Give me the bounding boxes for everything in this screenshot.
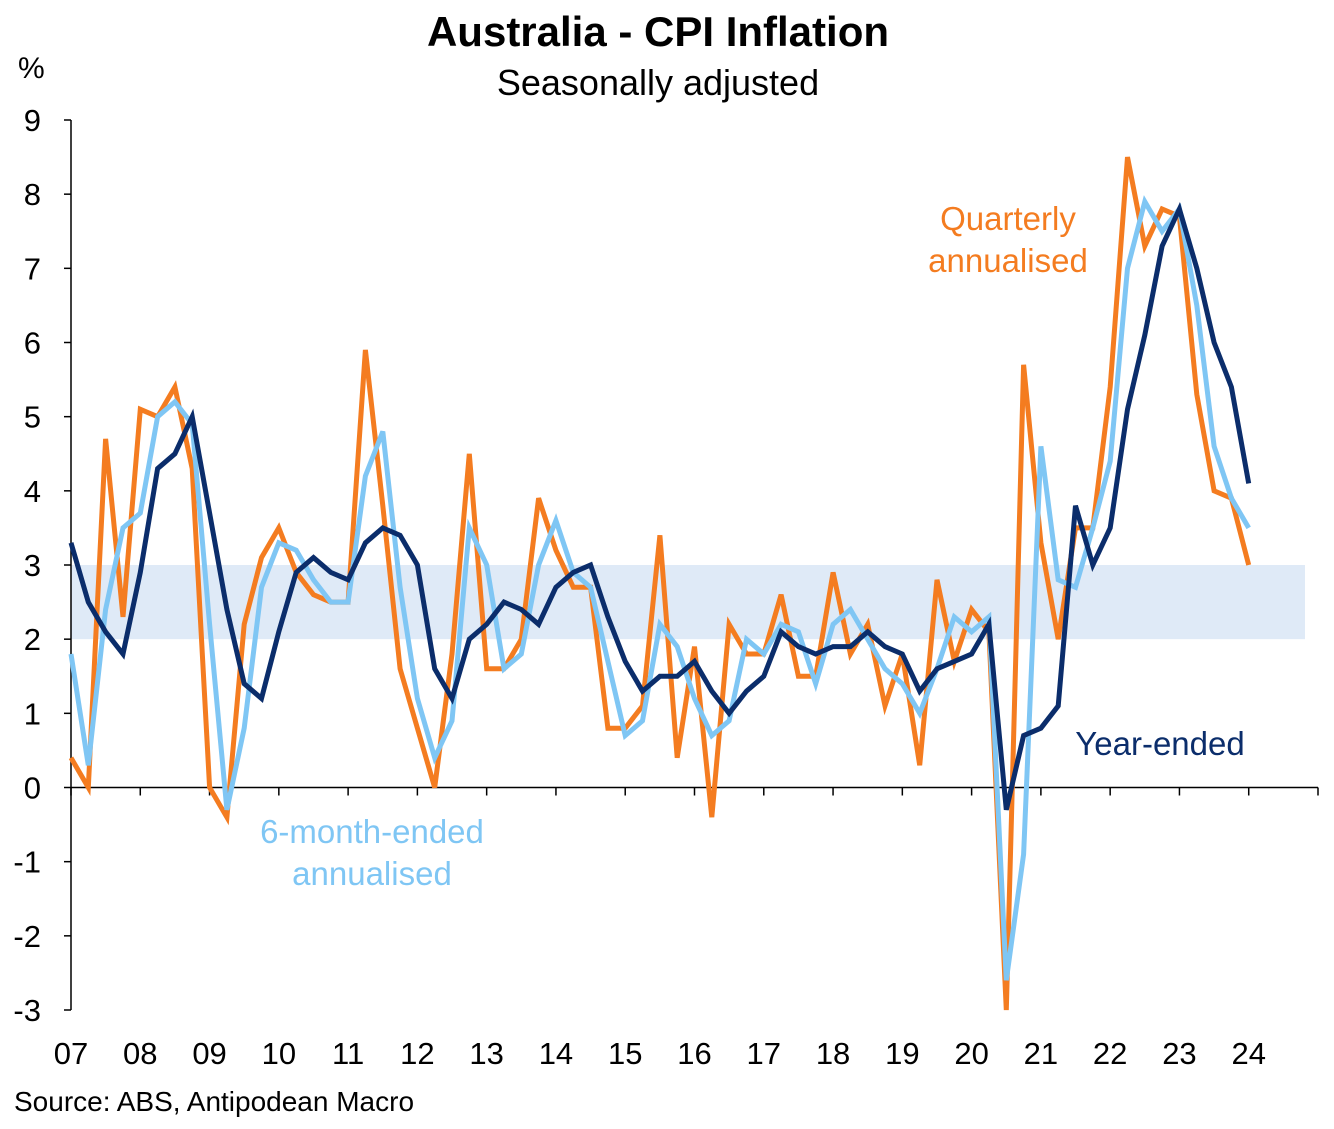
y-tick-label: -3: [13, 993, 41, 1028]
series-line-year-ended: [68, 201, 1252, 811]
x-tick-label: 17: [747, 1036, 781, 1071]
series-label-line: Quarterly: [940, 200, 1076, 237]
chart-title: Australia - CPI Inflation: [426, 8, 890, 55]
y-tick-label: 0: [24, 771, 41, 806]
series-line-quarterly-annualised: [68, 156, 1252, 1011]
x-tick-label: 13: [469, 1036, 503, 1071]
series-label-line: annualised: [928, 242, 1088, 279]
x-tick-label: 08: [123, 1036, 157, 1071]
x-tick-label: 20: [954, 1036, 988, 1071]
y-tick-label: 7: [24, 251, 41, 286]
y-tick-label: 2: [24, 622, 41, 657]
series-label-line: Year-ended: [1075, 725, 1244, 762]
x-tick-label: 14: [539, 1036, 573, 1071]
x-tick-label: 18: [816, 1036, 850, 1071]
series-label-6-month: 6-month-ended annualised: [260, 813, 484, 892]
y-tick-label: 1: [24, 696, 41, 731]
source-note: Source: ABS, Antipodean Macro: [14, 1086, 415, 1117]
y-tick-label: 6: [24, 326, 41, 361]
y-axis-unit-label: %: [18, 52, 45, 85]
series-label-line: annualised: [292, 855, 452, 892]
series-label-year-ended: Year-ended: [1075, 725, 1244, 762]
x-tick-label: 23: [1162, 1036, 1196, 1071]
series-label-line: 6-month-ended: [260, 813, 484, 850]
y-tick-label: -2: [13, 919, 41, 954]
x-tick-label: 21: [1024, 1036, 1058, 1071]
y-tick-label: 4: [24, 474, 41, 509]
y-tick-label: 8: [24, 177, 41, 212]
y-tick-label: 3: [24, 548, 41, 583]
target-band: [71, 565, 1305, 640]
y-tick-label: 9: [24, 103, 41, 138]
x-tick-label: 16: [677, 1036, 711, 1071]
x-tick-label: 19: [885, 1036, 919, 1071]
y-tick-label: -1: [13, 845, 41, 880]
x-tick-label: 15: [608, 1036, 642, 1071]
x-tick-label: 11: [332, 1036, 364, 1071]
x-tick-label: 07: [54, 1036, 88, 1071]
x-tick-label: 09: [192, 1036, 226, 1071]
x-tick-label: 22: [1093, 1036, 1127, 1071]
chart-subtitle: Seasonally adjusted: [496, 62, 820, 103]
x-tick-label: 24: [1231, 1036, 1265, 1071]
y-tick-label: 5: [24, 400, 41, 435]
x-tick-label: 12: [400, 1036, 434, 1071]
x-tick-label: 10: [262, 1036, 296, 1071]
series-label-quarterly: Quarterly annualised: [928, 200, 1088, 279]
series-line-6-month-ended-annualised: [68, 195, 1251, 981]
